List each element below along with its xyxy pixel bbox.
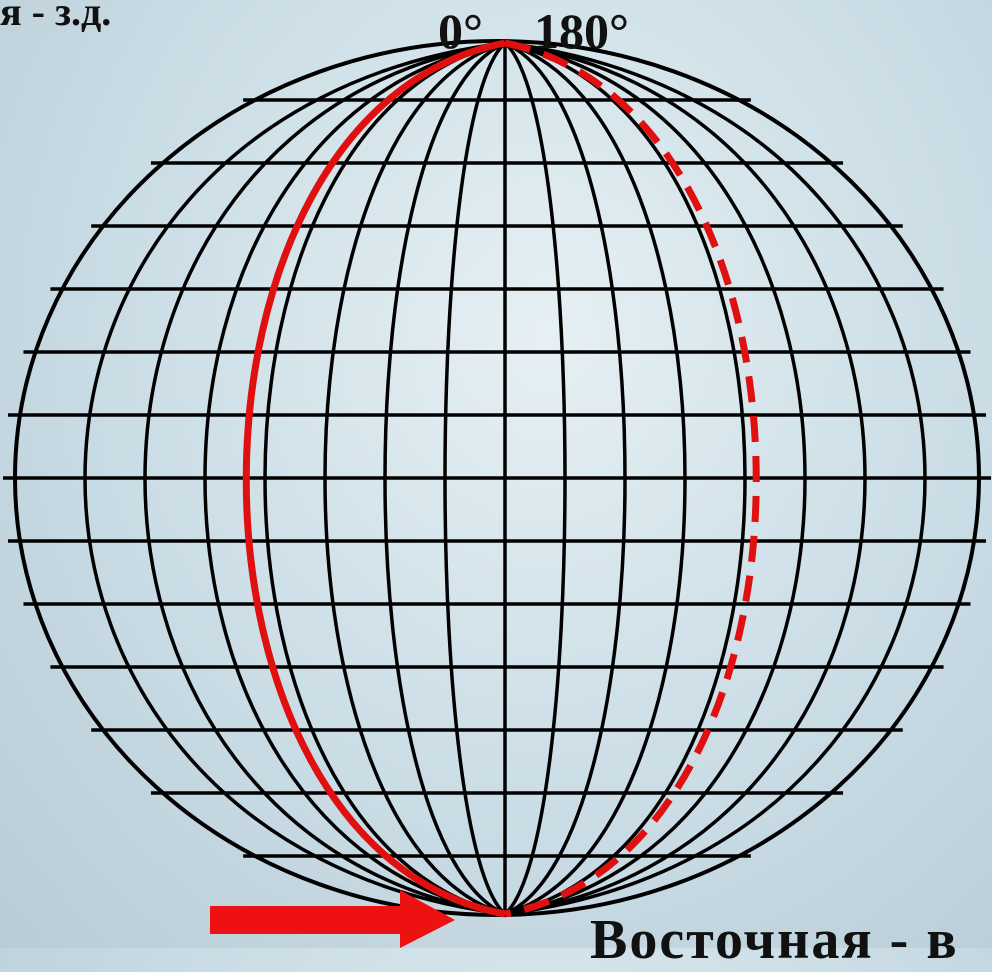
- meridian-line: [143, 41, 506, 916]
- meridian-line: [323, 41, 506, 916]
- meridian-0-label: 0°: [438, 3, 483, 59]
- meridian-line: [504, 41, 927, 916]
- graticule: [3, 41, 991, 916]
- bottom-right-text: Восточная - в: [590, 909, 959, 971]
- meridian-180-label: 180°: [534, 3, 629, 59]
- prime-meridian-line: [242, 39, 506, 918]
- meridian-line: [203, 41, 506, 916]
- meridian-line: [263, 41, 506, 916]
- meridian-line: [504, 41, 807, 916]
- meridian-line: [443, 41, 507, 916]
- direction-arrow: [210, 890, 455, 948]
- globe-diagram: [3, 39, 991, 948]
- meridian-line: [383, 41, 506, 916]
- meridian-line: [504, 41, 867, 916]
- antimeridian-dashed-line: [504, 39, 760, 918]
- meridian-line: [504, 41, 627, 916]
- meridian-line: [504, 41, 687, 916]
- meridian-line: [504, 41, 747, 916]
- meridian-line: [83, 41, 506, 916]
- top-left-text: я - з.д.: [0, 0, 112, 34]
- meridian-line: [503, 41, 567, 916]
